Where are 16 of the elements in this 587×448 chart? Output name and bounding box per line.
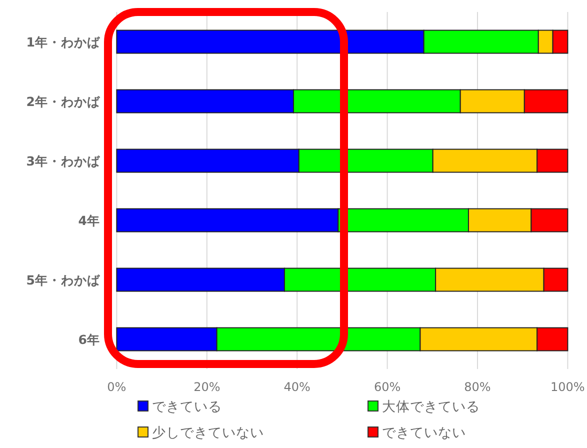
x-tick-label: 100% xyxy=(550,380,585,394)
x-tick-label: 40% xyxy=(284,380,310,394)
x-tick-label: 20% xyxy=(194,380,220,394)
legend-label: 少しできていない xyxy=(152,425,264,441)
x-tick-label: 0% xyxy=(107,380,126,394)
legend-label: 大体できている xyxy=(382,399,480,415)
y-tick-label: 4年 xyxy=(78,212,100,228)
y-tick-label: 3年・わかば xyxy=(26,153,101,168)
y-tick-label: 5年・わかば xyxy=(26,272,101,288)
y-tick-label: 1年・わかば xyxy=(26,34,101,50)
y-tick-label: 6年 xyxy=(78,332,100,347)
legend-label: できている xyxy=(152,399,222,415)
x-tick-label: 60% xyxy=(374,380,401,394)
legend-label: できていない xyxy=(382,425,466,441)
y-tick-label: 2年・わかば xyxy=(26,94,101,109)
x-tick-label: 80% xyxy=(464,380,491,394)
